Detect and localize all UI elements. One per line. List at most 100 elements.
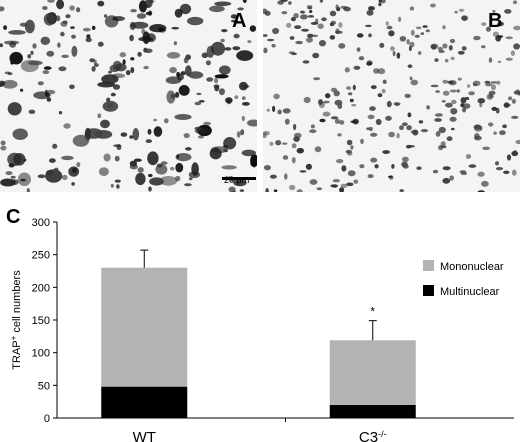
cell-mark (481, 180, 489, 187)
cell-mark (175, 153, 192, 162)
cell-mark (241, 115, 245, 122)
cell-mark (206, 77, 214, 82)
cell-mark (37, 81, 44, 86)
cell-mark (390, 46, 395, 51)
cell-mark (430, 3, 436, 8)
cell-mark (100, 119, 110, 129)
cell-mark (486, 26, 491, 32)
cell-mark (367, 114, 375, 120)
cell-mark (503, 102, 510, 108)
cell-mark (367, 174, 374, 179)
cell-mark (464, 96, 470, 101)
cell-mark (382, 150, 391, 154)
cell-mark (449, 89, 458, 93)
cell-mark (337, 133, 342, 137)
cell-mark (184, 183, 192, 187)
cell-mark (513, 25, 520, 31)
cell-mark (273, 189, 278, 192)
cell-mark (450, 108, 458, 115)
cell-mark (468, 91, 475, 96)
cell-mark (61, 155, 74, 161)
cell-mark (410, 129, 419, 135)
cell-mark (338, 43, 346, 49)
cell-mark (474, 135, 482, 141)
cell-mark (2, 79, 18, 89)
cell-mark (409, 41, 415, 48)
cell-mark (130, 67, 135, 74)
cell-mark (425, 29, 430, 33)
cell-mark (306, 37, 313, 43)
cell-mark (418, 120, 424, 124)
cell-mark (515, 139, 520, 145)
cell-mark (224, 47, 232, 51)
cell-mark (214, 77, 219, 84)
cell-mark (203, 121, 212, 126)
cell-mark (350, 120, 358, 124)
cell-mark (490, 81, 498, 84)
cell-mark (45, 92, 50, 97)
cell-mark (71, 34, 76, 39)
cell-mark (344, 67, 350, 73)
cell-mark (495, 161, 499, 166)
cell-mark (234, 95, 239, 100)
cell-mark (174, 8, 183, 18)
cell-mark (451, 99, 457, 105)
cell-mark (282, 155, 289, 160)
cell-mark (24, 19, 35, 34)
cell-mark (332, 179, 340, 183)
cell-mark (112, 84, 121, 90)
cell-mark (132, 128, 140, 141)
cell-mark (442, 79, 448, 84)
cell-mark (62, 174, 68, 180)
cell-mark (465, 154, 472, 159)
cell-mark (420, 32, 425, 35)
cell-mark (505, 36, 513, 40)
cell-mark (9, 51, 23, 65)
cell-mark (153, 118, 158, 122)
cell-mark (309, 9, 313, 14)
cell-mark (8, 30, 26, 35)
cell-mark (145, 139, 152, 144)
cell-mark (49, 158, 56, 163)
cell-mark (340, 5, 347, 9)
cell-mark (65, 14, 71, 19)
cell-mark (353, 179, 359, 184)
cell-mark (130, 9, 137, 13)
cell-mark (47, 0, 55, 3)
cell-mark (130, 57, 135, 61)
cell-mark (122, 59, 126, 65)
cell-mark (442, 90, 450, 96)
cell-mark (120, 132, 128, 137)
cell-mark (449, 116, 457, 122)
cell-mark (493, 131, 497, 135)
cell-mark (286, 22, 292, 28)
cell-mark (309, 179, 318, 185)
cell-mark (450, 56, 455, 61)
cell-mark (273, 93, 280, 100)
cell-mark (430, 84, 439, 88)
bar-multinuclear-1 (329, 404, 416, 418)
cell-mark (271, 43, 276, 48)
cell-mark (210, 41, 226, 56)
cell-mark (289, 184, 296, 191)
cell-mark (191, 162, 199, 176)
cell-mark (58, 111, 63, 115)
cell-mark (221, 165, 237, 170)
cell-mark (392, 50, 396, 57)
cell-mark (42, 6, 48, 10)
cell-mark (239, 81, 248, 91)
cell-mark (314, 146, 322, 153)
y-tick-label: 100 (32, 348, 50, 360)
cell-mark (461, 46, 467, 51)
cell-mark (232, 46, 241, 51)
cell-mark (385, 115, 392, 121)
cell-mark (402, 122, 408, 126)
cell-mark (402, 164, 409, 169)
cell-mark (488, 57, 493, 63)
cell-mark (28, 109, 36, 115)
cell-mark (119, 52, 127, 58)
cell-mark (325, 93, 331, 99)
cell-mark (497, 60, 502, 63)
cell-mark (0, 140, 6, 146)
cell-mark (76, 7, 81, 13)
